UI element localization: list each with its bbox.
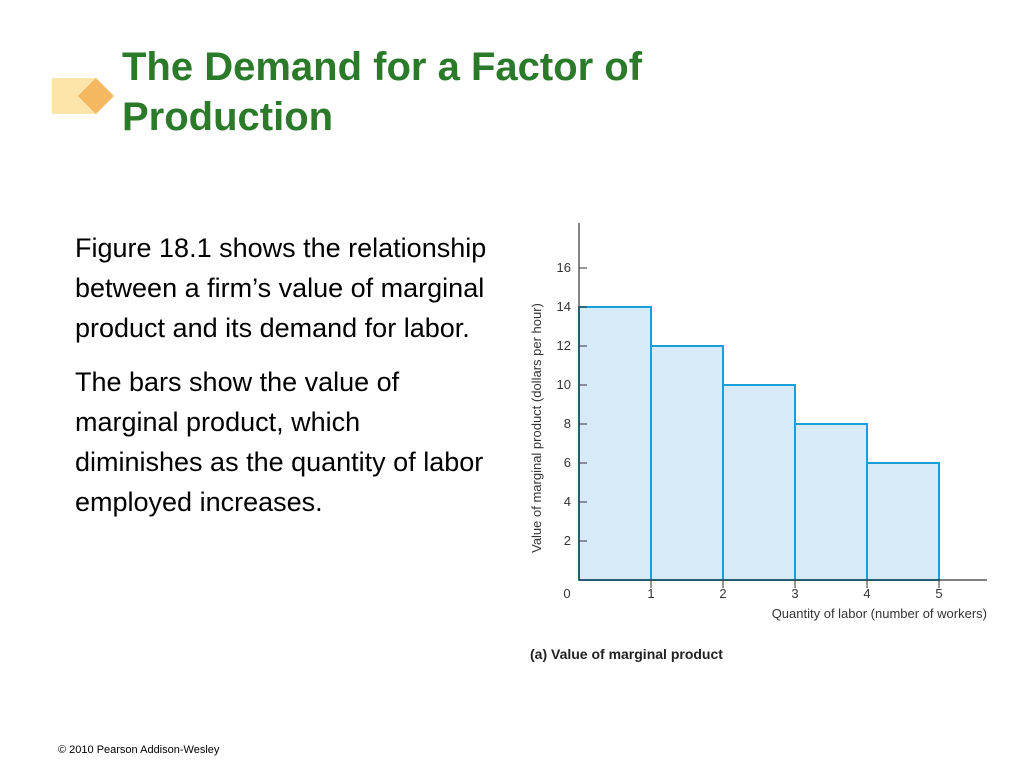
bar-2: [650, 345, 724, 581]
title-line-1: The Demand for a Factor of: [122, 45, 643, 89]
title-line-2: Production: [122, 95, 334, 139]
y-tick-label-6: 6: [564, 455, 571, 470]
x-tick-label-0: 0: [563, 586, 570, 601]
bar-4: [794, 423, 868, 581]
x-tick-label-1: 1: [647, 586, 654, 601]
y-tick-label-12: 12: [557, 338, 571, 353]
y-tick-label-10: 10: [557, 377, 571, 392]
x-tick-label-2: 2: [719, 586, 726, 601]
copyright-footer: © 2010 Pearson Addison-Wesley: [58, 744, 220, 756]
diamond-bullet-icon: [52, 78, 114, 114]
bar-5: [866, 462, 940, 581]
x-axis-label: Quantity of labor (number of workers): [772, 606, 987, 621]
chart-title: (a) Value of marginal product: [530, 646, 723, 662]
y-axis-label: Value of marginal product (dollars per h…: [529, 303, 544, 553]
paragraph-2: The bars show the value of marginal prod…: [75, 367, 484, 517]
y-tick-label-8: 8: [564, 416, 571, 431]
body-text: Figure 18.1 shows the relationship betwe…: [75, 228, 495, 536]
y-tick-label-16: 16: [557, 260, 571, 275]
paragraph-1: Figure 18.1 shows the relationship betwe…: [75, 233, 487, 343]
slide-title: The Demand for a Factor of Production: [122, 42, 982, 142]
x-tick-label-5: 5: [935, 586, 942, 601]
y-tick-label-2: 2: [564, 533, 571, 548]
value-of-marginal-product-chart: Value of marginal product (dollars per h…: [529, 223, 987, 662]
bar-3: [722, 384, 796, 581]
deco-diamond: [78, 78, 114, 114]
x-tick-label-4: 4: [863, 586, 870, 601]
bar-1: [578, 306, 652, 581]
y-tick-label-14: 14: [557, 299, 571, 314]
x-tick-label-3: 3: [791, 586, 798, 601]
y-tick-label-4: 4: [564, 494, 571, 509]
